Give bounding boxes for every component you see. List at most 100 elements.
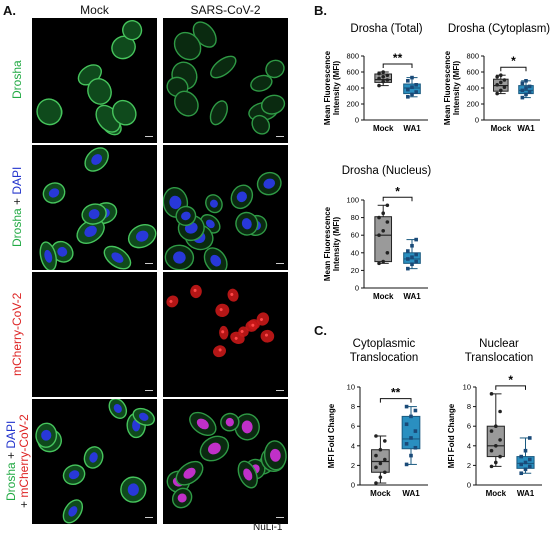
row-label-part: + [4, 448, 18, 463]
y-tick-label: 0 [467, 481, 471, 490]
data-point [406, 249, 410, 253]
data-point [377, 261, 381, 266]
data-point [406, 87, 410, 92]
row-label-part: Drosha [10, 208, 24, 248]
data-point [527, 464, 532, 469]
chart-title: Drosha (Total) [350, 23, 422, 35]
significance-label: * [395, 184, 400, 198]
data-point [414, 259, 418, 264]
data-point [381, 259, 385, 264]
data-point [523, 460, 528, 465]
y-tick-label: 6 [467, 422, 471, 431]
data-point [414, 237, 418, 242]
data-point [410, 243, 414, 248]
row-label-part: Drosha [4, 462, 18, 502]
image-mock-row-3 [32, 272, 157, 397]
significance-bracket [495, 385, 526, 390]
image-sars-row-2 [163, 145, 288, 270]
data-point [519, 471, 524, 476]
row-label-2: Drosha + DAPI [10, 167, 24, 247]
data-point [495, 75, 499, 79]
y-tick-label: 0 [355, 116, 359, 125]
y-tick-label: 600 [346, 68, 359, 77]
image-mock-row-1 [32, 18, 157, 143]
image-sars-row-4 [163, 399, 288, 524]
data-point [377, 71, 381, 76]
data-point [414, 90, 418, 94]
data-point [404, 462, 409, 467]
x-tick-label: WA1 [402, 489, 420, 498]
scale-bar [145, 390, 153, 391]
data-point [498, 438, 502, 442]
x-tick-label: WA1 [403, 292, 421, 301]
data-point [499, 80, 503, 85]
data-point [383, 457, 387, 462]
data-point [374, 465, 378, 470]
data-point [385, 73, 390, 77]
data-point [377, 83, 381, 88]
y-tick-label: 8 [351, 402, 355, 411]
y-axis-label: MFI Fold Change [447, 403, 456, 468]
data-point [502, 78, 507, 82]
scale-bar [276, 263, 284, 264]
data-point [377, 215, 381, 220]
data-point [524, 79, 528, 83]
x-tick-label: Mock [373, 124, 394, 133]
scale-bar [145, 517, 153, 518]
panel-a-letter: A. [3, 3, 16, 18]
y-tick-label: 100 [346, 196, 359, 205]
x-tick-label: WA1 [517, 489, 535, 498]
chart-drosha-total: Drosha (Total) 0 200 400 600 800 Mean Fluoresc… [323, 23, 428, 133]
x-tick-label: Mock [486, 489, 507, 498]
significance-label: * [511, 54, 516, 68]
data-point [499, 88, 503, 93]
y-axis-label: Mean Fluorescence [323, 50, 332, 125]
data-point [409, 414, 413, 419]
y-tick-label: 800 [346, 52, 359, 61]
significance-bracket [382, 196, 413, 202]
y-axis-label: MFI Fold Change [327, 403, 336, 468]
row-label-part: + [10, 194, 24, 209]
significance-bracket [379, 398, 412, 403]
data-point [385, 203, 390, 208]
image-mock-row-2 [32, 145, 157, 270]
row-label-part: DAPI [10, 166, 24, 195]
y-tick-label: 0 [351, 481, 355, 490]
scale-bar [145, 136, 153, 137]
chart-drosha-cytoplasm: Drosha (Cytoplasm) 0 200 400 600 800 Mean Fluo… [443, 23, 550, 133]
data-point [410, 262, 414, 267]
chart-title: Drosha (Cytoplasm) [448, 23, 550, 35]
data-point [527, 84, 532, 89]
data-point [406, 257, 410, 261]
data-point [502, 85, 507, 89]
data-point [378, 461, 383, 466]
y-tick-label: 200 [466, 100, 479, 109]
row-label-part: DAPI [4, 420, 18, 449]
row-label-1: Drosha [10, 61, 24, 100]
row-label-4: Drosha + DAPI [4, 421, 18, 501]
data-point [406, 95, 410, 99]
image-sars-row-3 [163, 272, 288, 397]
data-point [374, 453, 378, 458]
y-tick-label: 4 [467, 441, 471, 450]
chart-title: Cytoplasmic Translocation [350, 338, 419, 364]
significance-label: ** [391, 386, 401, 400]
cell-line-label: NuLi-1 [253, 522, 283, 533]
data-point [498, 409, 502, 414]
x-tick-label: Mock [491, 124, 512, 133]
data-point [378, 447, 383, 452]
chart-title-line: Translocation [350, 352, 419, 364]
column-header-sars: SARS-CoV-2 [190, 3, 261, 17]
row-label-part: Drosha [10, 60, 24, 100]
x-tick-label: WA1 [403, 124, 421, 133]
data-point [409, 453, 413, 458]
data-point [406, 266, 410, 271]
panel-b-letter: B. [314, 3, 327, 18]
y-tick-label: 40 [351, 248, 359, 257]
data-point [410, 255, 414, 259]
data-point [377, 233, 381, 237]
y-tick-label: 10 [347, 383, 355, 392]
y-tick-label: 2 [467, 461, 471, 470]
y-tick-label: 80 [351, 213, 359, 222]
data-point [374, 481, 378, 485]
